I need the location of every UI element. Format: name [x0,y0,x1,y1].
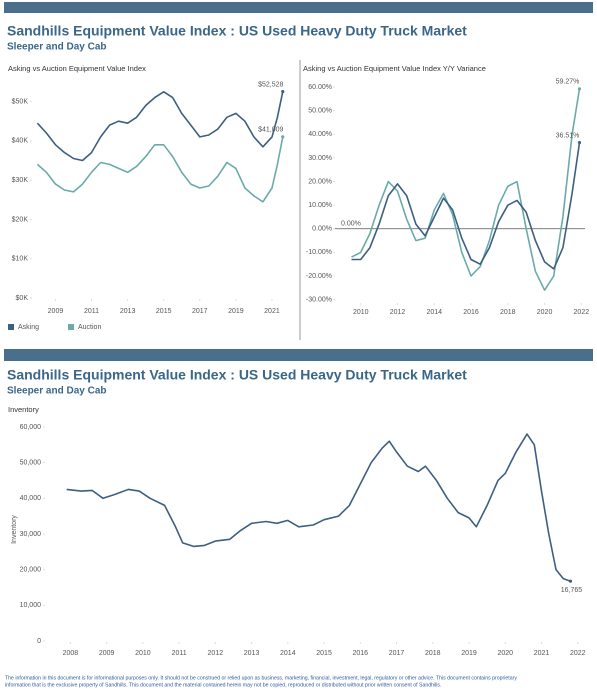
x-tick-label: 2008 [63,650,79,657]
y-tick-label: 20.00% [308,178,332,185]
end-point [568,579,573,583]
x-tick-label: 2020 [497,650,513,657]
y-axis-label: Inventory [11,515,18,544]
x-tick-label: 2010 [353,309,369,316]
legend-swatch [8,324,14,330]
x-tick-label: 2009 [99,650,115,657]
x-tick-label: 2016 [353,650,369,657]
x-tick-label: 2012 [208,650,224,657]
x-tick-label: 2017 [192,308,208,315]
y-tick-label: 40,000 [20,495,42,502]
x-tick-label: 2021 [264,308,280,315]
y-tick-label: $40K [12,138,29,145]
legend-label: Asking [18,324,39,331]
series-line [351,88,581,291]
legend-swatch [68,324,74,330]
disclaimer: The information in this document is for … [5,675,517,681]
x-tick-label: 2018 [425,650,441,657]
y-tick-label: 60.00% [308,84,332,91]
header-subtitle: Sleeper and Day Cab [7,386,106,397]
series-line [36,91,284,162]
y-tick-label: 10.00% [308,202,332,209]
data-label: 36.51% [556,132,580,139]
x-tick-label: 2018 [500,309,516,316]
legend-label: Auction [78,324,101,331]
y-tick-label: $10K [12,256,29,263]
y-tick-label: -10.00% [306,249,332,256]
y-tick-label: 0.00% [312,226,332,233]
x-tick-label: 2011 [84,308,99,315]
x-tick-label: 2014 [280,650,296,657]
y-tick-label: 50,000 [20,459,42,466]
x-tick-label: 2013 [244,650,260,657]
chart-title: Asking vs Auction Equipment Value Index … [303,64,486,73]
x-tick-label: 2011 [172,650,187,657]
x-tick-label: 2010 [135,650,151,657]
x-tick-label: 2019 [461,650,477,657]
y-tick-label: $30K [12,177,29,184]
y-tick-label: 50.00% [308,108,332,115]
x-tick-label: 2017 [389,650,405,657]
x-tick-label: 2014 [426,309,442,316]
x-tick-label: 2013 [120,308,136,315]
header-bar [4,2,593,13]
chart-title: Asking vs Auction Equipment Value Index [8,64,146,73]
header-title: Sandhills Equipment Value Index : US Use… [7,367,467,383]
y-tick-label: 20,000 [20,566,42,573]
y-tick-label: 60,000 [20,424,42,431]
y-tick-label: 40.00% [308,131,332,138]
x-tick-label: 2009 [48,308,64,315]
series-line [36,136,284,203]
header-bar [4,349,593,361]
header-subtitle: Sleeper and Day Cab [7,42,106,53]
x-tick-label: 2012 [390,309,406,316]
end-point [281,135,285,139]
series-line [351,142,581,270]
end-point [281,90,285,94]
data-label: 59.27% [556,79,580,86]
header-title: Sandhills Equipment Value Index : US Use… [7,23,467,39]
y-tick-label: 10,000 [20,602,42,609]
y-tick-label: 30,000 [20,531,42,538]
data-label: 16,765 [561,587,583,594]
end-point [577,140,582,145]
y-tick-label: $20K [12,216,29,223]
y-tick-label: 30.00% [308,155,332,162]
reference-label: 0.00% [341,221,361,228]
y-tick-label: 0 [37,638,41,645]
y-tick-label: -20.00% [306,273,332,280]
end-point [577,87,582,91]
x-tick-label: 2015 [316,650,332,657]
y-tick-label: -30.00% [306,296,332,303]
x-tick-label: 2022 [570,650,586,657]
y-tick-label: $0K [16,295,29,302]
x-tick-label: 2016 [463,309,479,316]
y-tick-label: $50K [12,98,29,105]
x-tick-label: 2021 [534,650,550,657]
x-tick-label: 2015 [156,308,172,315]
x-tick-label: 2022 [574,309,590,316]
data-label: $41,009 [258,127,283,134]
series-line [66,433,571,582]
x-tick-label: 2020 [537,309,553,316]
disclaimer: information that is the exclusive proper… [5,682,441,688]
x-tick-label: 2019 [228,308,244,315]
chart-title: Inventory [8,405,39,414]
data-label: $52,528 [258,81,283,88]
